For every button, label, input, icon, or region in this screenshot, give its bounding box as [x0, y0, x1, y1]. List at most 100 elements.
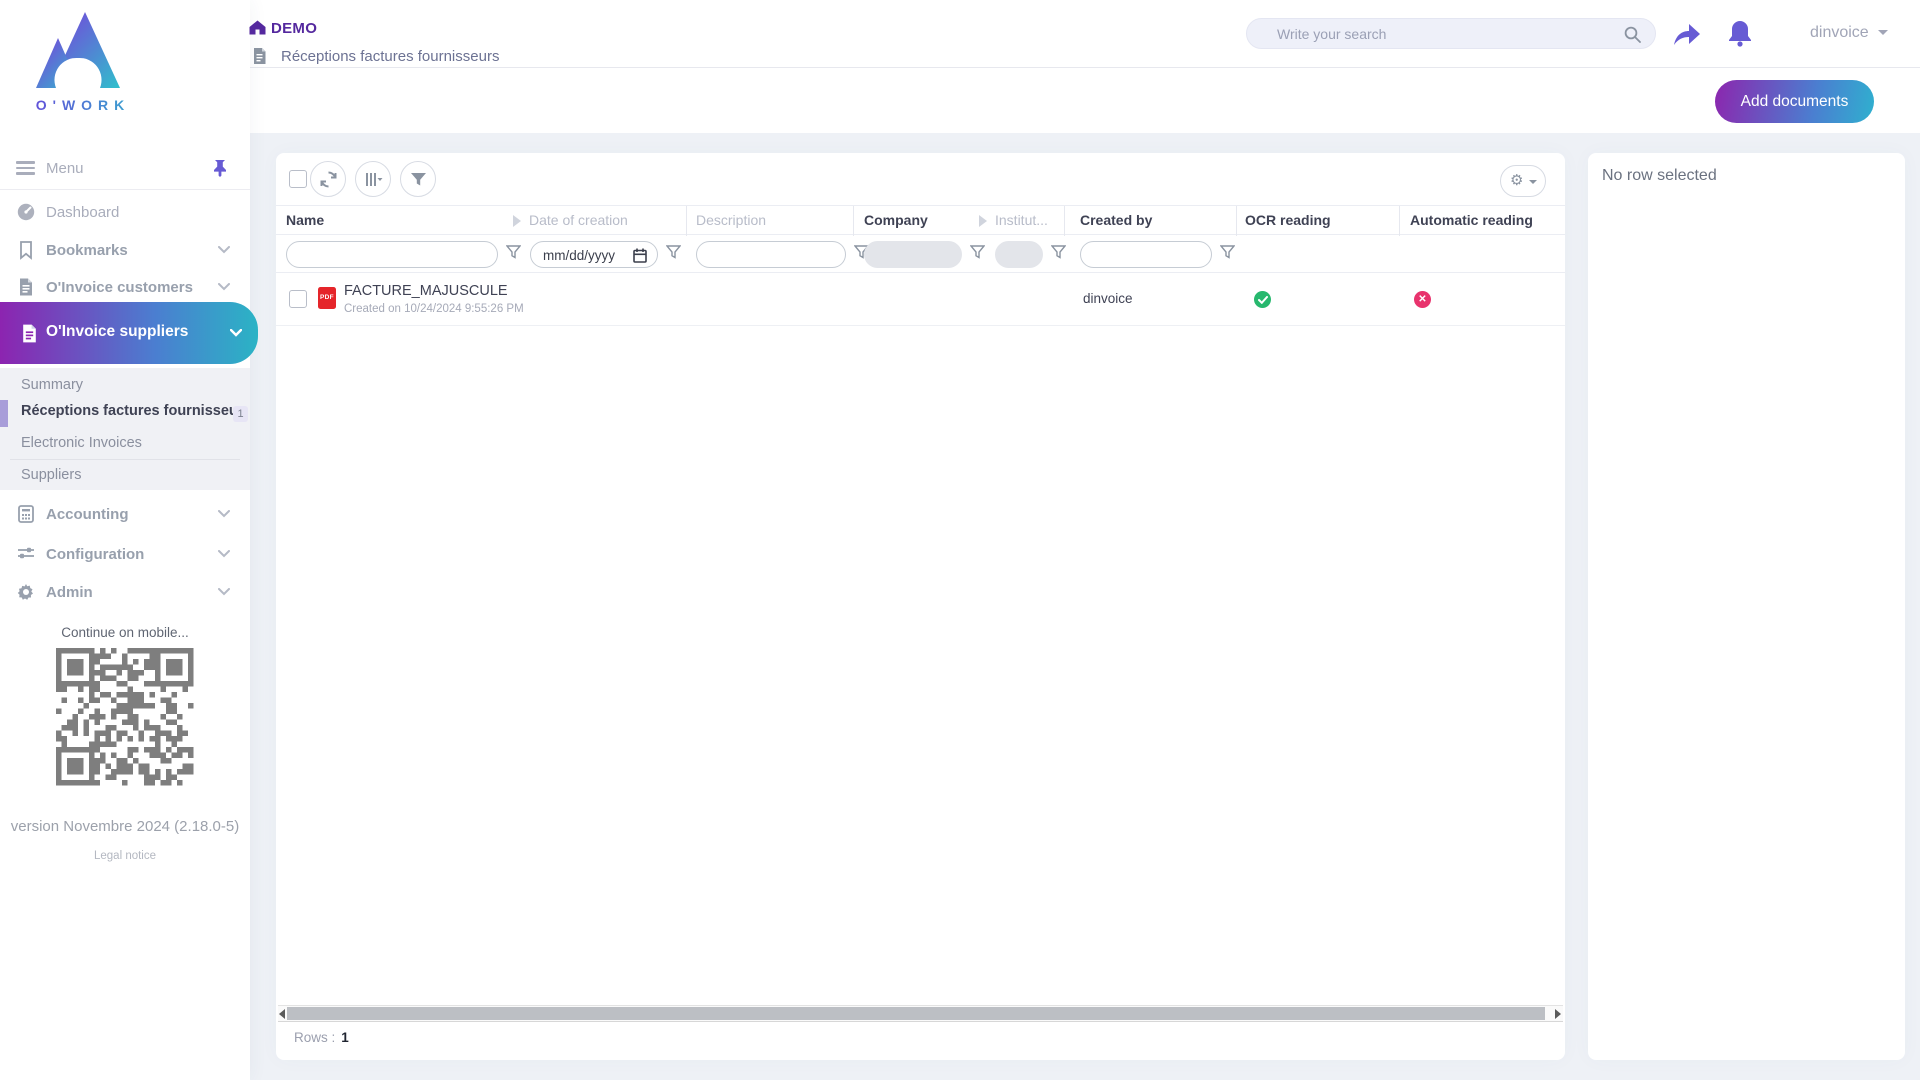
- chevron-down-icon: [230, 329, 242, 337]
- breadcrumb-title[interactable]: DEMO: [271, 20, 318, 37]
- filter-input-date[interactable]: mm/dd/yyyy: [530, 241, 658, 268]
- scroll-left-arrow[interactable]: [279, 1009, 285, 1019]
- submenu-item-label: Electronic Invoices: [21, 435, 142, 451]
- row-created-date: Created on 10/24/2024 9:55:26 PM: [344, 303, 524, 315]
- panel-resize-grip[interactable]: [1571, 588, 1580, 626]
- column-header-name[interactable]: Name: [286, 212, 325, 228]
- expand-column-icon[interactable]: [513, 215, 521, 227]
- detail-panel: No row selected: [1588, 153, 1905, 1060]
- brand-logo-icon: [36, 12, 120, 88]
- filter-input-description[interactable]: [696, 241, 846, 268]
- column-header-company[interactable]: Company: [864, 212, 928, 228]
- bookmark-icon: [20, 241, 32, 260]
- user-menu[interactable]: dinvoice: [1810, 24, 1888, 42]
- sidebar-item-label: Configuration: [46, 546, 145, 563]
- column-header-ocr-reading[interactable]: OCR reading: [1245, 212, 1331, 228]
- sliders-icon: [18, 547, 34, 559]
- search-icon[interactable]: [1624, 26, 1641, 43]
- select-all-checkbox[interactable]: [289, 170, 307, 188]
- funnel-icon[interactable]: [970, 245, 985, 261]
- legal-notice-link[interactable]: Legal notice: [93, 850, 157, 862]
- document-icon: [254, 48, 266, 64]
- funnel-icon[interactable]: [506, 245, 521, 261]
- sidebar-item-oinvoice-suppliers[interactable]: O'Invoice suppliers: [0, 302, 258, 364]
- chevron-down-icon: [218, 246, 230, 254]
- submenu-item-label: Réceptions factures fournisseur: [21, 403, 244, 419]
- column-separator: [1236, 206, 1237, 236]
- qr-code: [56, 648, 194, 786]
- sidebar-item-label: Accounting: [46, 506, 129, 523]
- row-checkbox[interactable]: [289, 290, 307, 308]
- filter-input-name[interactable]: [286, 241, 498, 268]
- search-input[interactable]: [1277, 19, 1617, 48]
- funnel-icon[interactable]: [1051, 245, 1066, 261]
- sidebar-menu-row: Menu: [0, 148, 250, 190]
- pin-icon[interactable]: [212, 159, 228, 177]
- sidebar-item-oinvoice-customers[interactable]: O'Invoice customers: [0, 271, 250, 307]
- breadcrumb-page-title: Réceptions factures fournisseurs: [281, 48, 500, 65]
- version-text: version Novembre 2024 (2.18.0-5): [10, 818, 240, 835]
- expand-column-icon[interactable]: [979, 215, 987, 227]
- hamburger-icon[interactable]: [16, 161, 35, 175]
- submenu-item-electronic-invoices[interactable]: Electronic Invoices: [0, 430, 250, 458]
- scroll-right-arrow[interactable]: [1555, 1009, 1561, 1019]
- sidebar: O'WORK Menu Dashboard Bookmarks: [0, 0, 258, 1080]
- rows-count-footer: Rows : 1: [294, 1030, 349, 1045]
- automatic-reading-failed-icon: ✕: [1414, 291, 1431, 308]
- scrollbar-thumb[interactable]: [287, 1007, 1545, 1020]
- document-icon: [20, 278, 32, 296]
- calendar-icon[interactable]: [633, 248, 647, 263]
- caret-down-icon: [1877, 30, 1888, 36]
- filter-select-company: [864, 241, 962, 268]
- filter-button[interactable]: [400, 161, 436, 197]
- sidebar-item-dashboard[interactable]: Dashboard: [0, 196, 250, 232]
- add-documents-button[interactable]: Add documents: [1715, 80, 1874, 123]
- column-header-description[interactable]: Description: [696, 212, 767, 228]
- funnel-icon[interactable]: [1220, 245, 1235, 261]
- row-created-by: dinvoice: [1083, 291, 1133, 306]
- count-badge: 1: [233, 406, 248, 422]
- date-placeholder: mm/dd/yyyy: [543, 248, 616, 263]
- filter-input-created-by[interactable]: [1080, 241, 1212, 268]
- submenu-item-receptions-factures[interactable]: Réceptions factures fournisseur 1: [0, 398, 250, 428]
- documents-table-card: ⚙ Name Date of creation Description Comp…: [276, 153, 1565, 1060]
- submenu-item-label: Summary: [21, 377, 84, 393]
- gear-icon: ⚙: [1510, 172, 1524, 189]
- horizontal-scrollbar[interactable]: [278, 1005, 1563, 1022]
- calculator-icon: [18, 505, 34, 523]
- table-header-row: Name Date of creation Description Compan…: [276, 205, 1565, 236]
- sidebar-item-bookmarks[interactable]: Bookmarks: [0, 234, 250, 270]
- refresh-button[interactable]: [310, 161, 346, 197]
- user-name: dinvoice: [1810, 24, 1869, 41]
- row-document-name[interactable]: FACTURE_MAJUSCULE: [344, 283, 508, 299]
- share-icon[interactable]: [1672, 21, 1702, 47]
- filter-select-institution: [995, 241, 1043, 268]
- submenu-item-summary[interactable]: Summary: [0, 372, 250, 400]
- rows-count: 1: [341, 1030, 349, 1045]
- sidebar-submenu: Summary Réceptions factures fournisseur …: [0, 368, 250, 490]
- chevron-down-icon: [218, 588, 230, 596]
- select-all-checkbox-wrap: [289, 170, 307, 188]
- sidebar-item-admin[interactable]: Admin: [0, 576, 250, 612]
- column-header-automatic-reading[interactable]: Automatic reading: [1410, 212, 1533, 228]
- chevron-down-icon: [218, 510, 230, 518]
- header-divider: [250, 67, 1920, 68]
- sidebar-item-label: Dashboard: [46, 204, 120, 221]
- column-picker-button[interactable]: [355, 161, 391, 197]
- submenu-item-suppliers[interactable]: Suppliers: [0, 462, 250, 490]
- sidebar-item-configuration[interactable]: Configuration: [0, 538, 250, 574]
- column-header-created-by[interactable]: Created by: [1080, 212, 1153, 228]
- funnel-icon[interactable]: [666, 245, 681, 261]
- notifications-bell-icon[interactable]: [1727, 19, 1753, 47]
- sidebar-item-label: O'Invoice suppliers: [46, 323, 189, 340]
- table-filter-row: mm/dd/yyyy: [276, 235, 1565, 273]
- submenu-item-label: Suppliers: [21, 467, 82, 483]
- rows-label: Rows :: [294, 1030, 336, 1045]
- column-header-date[interactable]: Date of creation: [529, 212, 628, 228]
- document-icon: [23, 324, 36, 343]
- column-header-institution[interactable]: Institut...: [995, 212, 1048, 228]
- filter-funnel-icon: [411, 173, 426, 186]
- table-row[interactable]: PDF FACTURE_MAJUSCULE Created on 10/24/2…: [276, 273, 1565, 326]
- table-settings-button[interactable]: ⚙: [1500, 165, 1546, 197]
- sidebar-item-accounting[interactable]: Accounting: [0, 498, 250, 534]
